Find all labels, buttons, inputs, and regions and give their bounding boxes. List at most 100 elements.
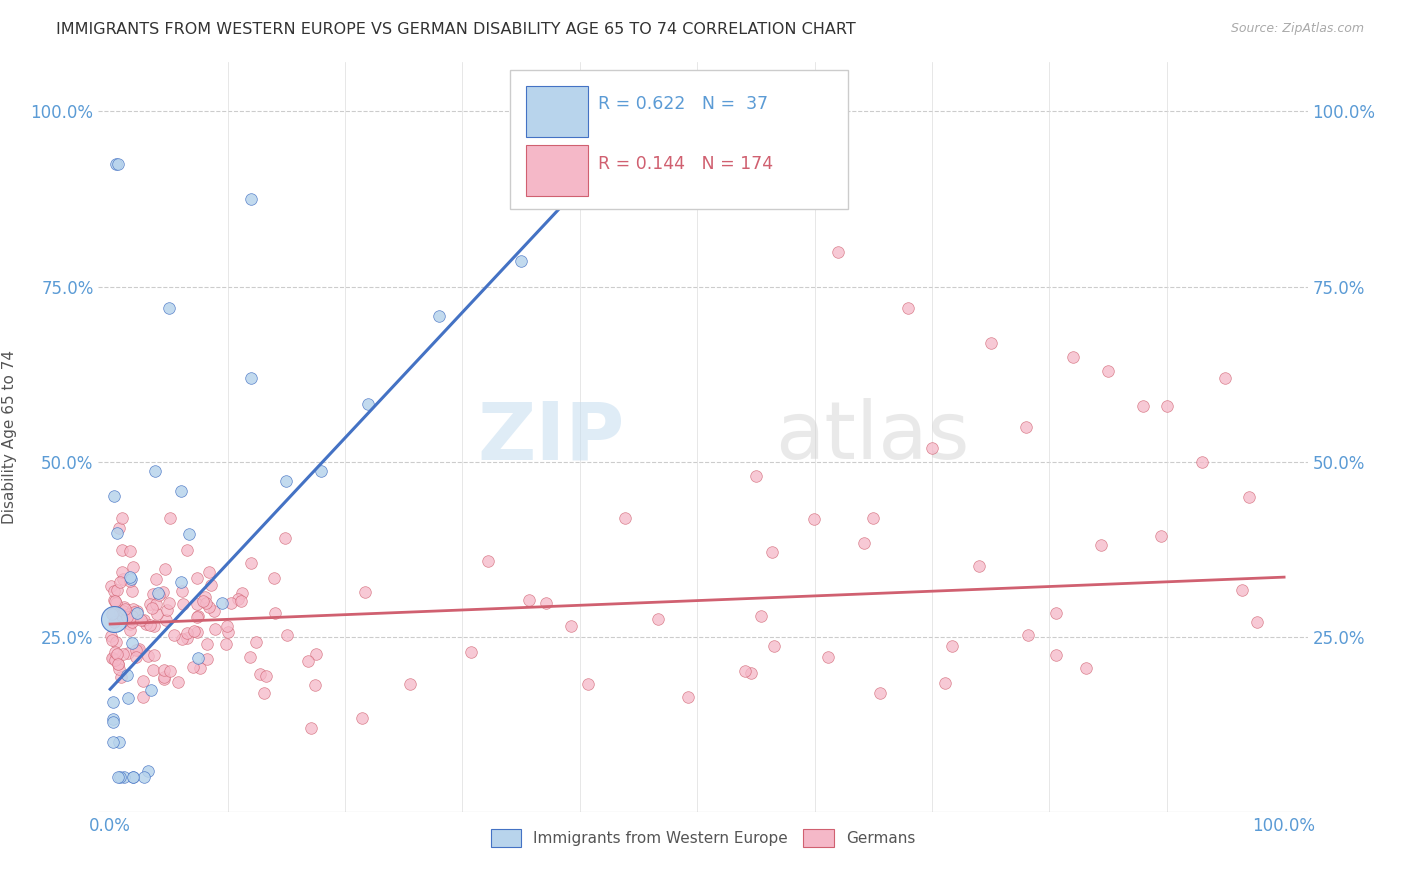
Point <box>121 615 143 629</box>
Point <box>1150 529 1173 543</box>
Point <box>172 597 194 611</box>
Point <box>1062 350 1084 364</box>
Point <box>122 559 145 574</box>
Point <box>254 669 277 683</box>
Point <box>108 604 131 618</box>
Point <box>108 606 131 620</box>
Point <box>114 602 136 616</box>
Point <box>195 637 218 651</box>
Point <box>100 632 122 647</box>
Point <box>108 521 131 535</box>
Text: atlas: atlas <box>776 398 970 476</box>
Point <box>120 574 142 588</box>
Point <box>862 510 884 524</box>
Point <box>398 677 420 691</box>
Point <box>125 643 148 657</box>
Point <box>194 596 217 610</box>
Point <box>1215 370 1237 384</box>
Point <box>118 543 141 558</box>
Point <box>139 682 162 697</box>
Point <box>145 598 167 612</box>
Point <box>215 618 238 632</box>
Point <box>101 650 124 665</box>
Point <box>897 301 920 315</box>
Point <box>142 618 165 632</box>
Point <box>159 664 181 678</box>
Point <box>352 711 374 725</box>
Point <box>122 770 145 784</box>
Point <box>122 605 145 619</box>
Point <box>152 585 174 599</box>
Point <box>159 511 181 525</box>
Point <box>647 612 669 626</box>
Point <box>190 660 212 674</box>
Point <box>101 712 124 726</box>
Point <box>112 572 135 586</box>
Point <box>103 612 125 626</box>
Point <box>546 162 568 177</box>
Point <box>103 615 125 630</box>
Point <box>112 647 135 661</box>
Point <box>299 721 322 735</box>
Point <box>1156 399 1178 413</box>
Point <box>1076 661 1098 675</box>
Point <box>120 606 142 620</box>
Point <box>1232 583 1254 598</box>
Point <box>120 616 142 631</box>
Point <box>803 511 825 525</box>
Text: R = 0.622   N =  37: R = 0.622 N = 37 <box>598 95 768 113</box>
Point <box>1191 454 1213 468</box>
Point <box>186 571 208 585</box>
Point <box>1246 615 1268 629</box>
Point <box>194 591 217 605</box>
Point <box>143 464 166 478</box>
Point <box>129 614 152 628</box>
Point <box>249 666 271 681</box>
Point <box>107 657 129 671</box>
Point <box>921 441 943 455</box>
Point <box>195 652 218 666</box>
Point <box>153 561 176 575</box>
Point <box>1045 606 1067 620</box>
Point <box>172 584 194 599</box>
Point <box>115 609 138 624</box>
Point <box>120 570 142 584</box>
Point <box>127 606 149 620</box>
Point <box>121 584 143 599</box>
Point <box>172 632 194 646</box>
Point <box>176 631 198 645</box>
Point <box>745 468 768 483</box>
Point <box>105 647 128 661</box>
Point <box>183 624 205 639</box>
Point <box>1090 538 1112 552</box>
Point <box>135 617 157 632</box>
Point <box>191 594 214 608</box>
Point <box>817 650 839 665</box>
Point <box>103 489 125 503</box>
Point <box>852 535 875 549</box>
Point <box>117 690 139 705</box>
Point <box>181 659 204 673</box>
Point <box>276 474 298 488</box>
Point <box>263 571 285 585</box>
Legend: Immigrants from Western Europe, Germans: Immigrants from Western Europe, Germans <box>485 823 921 853</box>
Point <box>967 558 990 573</box>
Point <box>240 371 263 385</box>
Point <box>152 663 174 677</box>
Point <box>311 464 333 478</box>
Point <box>104 653 127 667</box>
Point <box>534 596 557 610</box>
Point <box>121 612 143 626</box>
Point <box>104 594 127 608</box>
Point <box>576 677 599 691</box>
Point <box>100 629 122 643</box>
Point <box>121 636 143 650</box>
Point <box>217 624 239 639</box>
Point <box>510 253 533 268</box>
Point <box>101 735 124 749</box>
Point <box>111 604 134 618</box>
Point <box>215 637 238 651</box>
Point <box>686 175 709 189</box>
Point <box>169 574 191 589</box>
Point <box>132 690 155 704</box>
